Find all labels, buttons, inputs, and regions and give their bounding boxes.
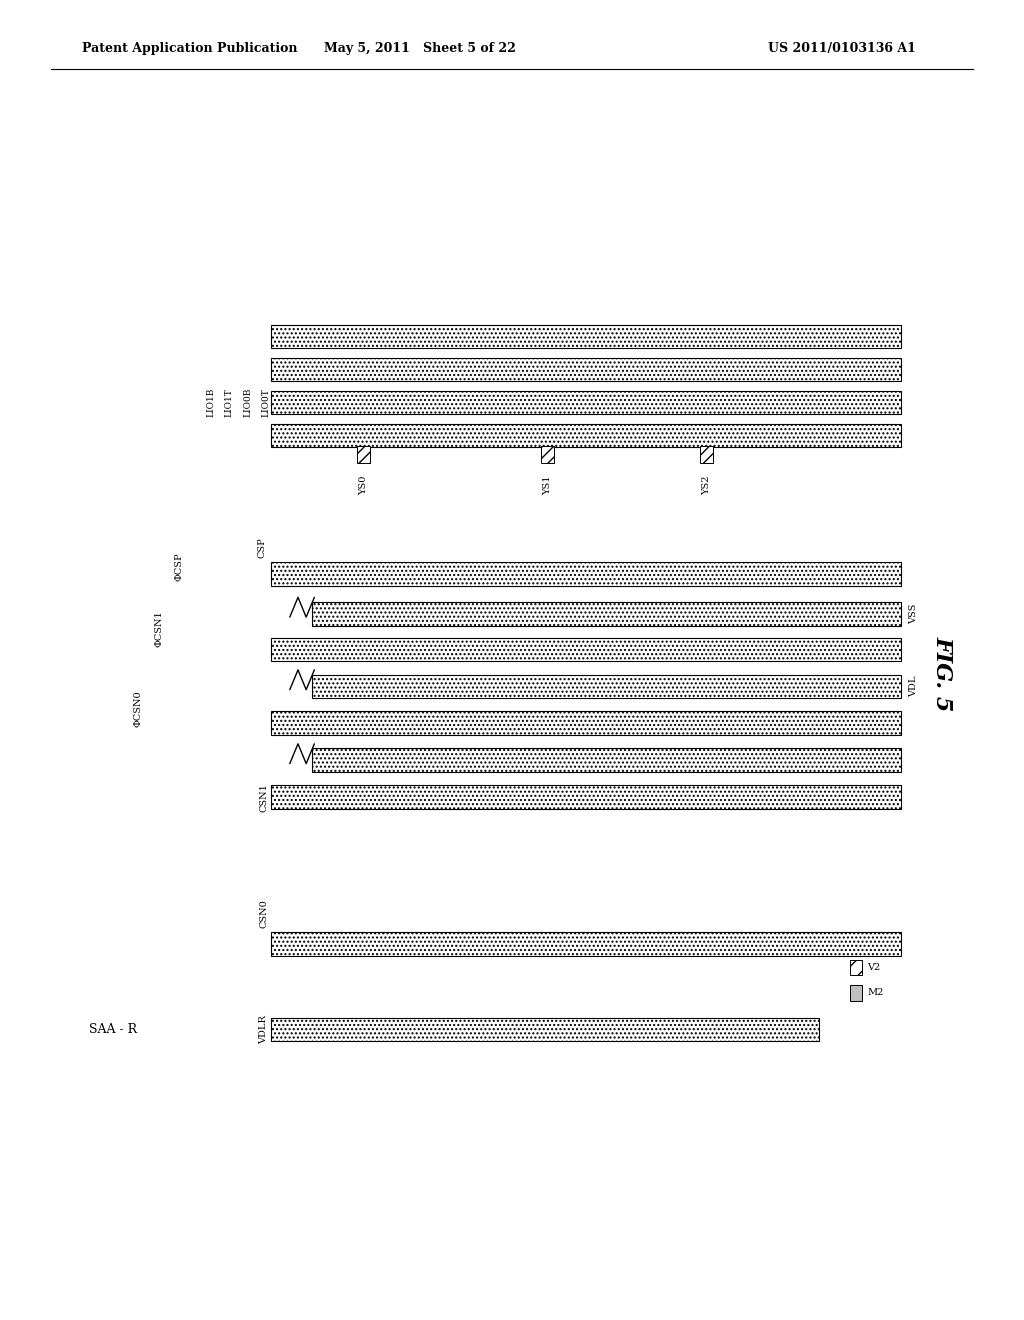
Bar (271, 638, 901, 661)
Text: LIO1B: LIO1B (207, 388, 215, 417)
Text: LIO0B: LIO0B (244, 388, 252, 417)
Bar (271, 711, 901, 735)
Text: ΦCSN0: ΦCSN0 (134, 690, 142, 727)
Bar (271, 932, 901, 956)
Bar (271, 785, 901, 809)
Bar (312, 748, 901, 772)
Text: CSN0: CSN0 (259, 899, 268, 928)
Bar (271, 325, 901, 348)
Bar (271, 391, 901, 414)
Text: CSP: CSP (257, 537, 266, 558)
Text: CSN1: CSN1 (259, 783, 268, 812)
Text: May 5, 2011   Sheet 5 of 22: May 5, 2011 Sheet 5 of 22 (324, 42, 516, 55)
Text: M2: M2 (867, 989, 884, 997)
Text: V2: V2 (867, 964, 881, 972)
Text: US 2011/0103136 A1: US 2011/0103136 A1 (768, 42, 915, 55)
Text: VDL: VDL (909, 676, 919, 697)
Bar (312, 675, 901, 698)
Text: FIG. 5: FIG. 5 (931, 635, 953, 711)
Bar (542, 446, 555, 463)
Text: SAA - R: SAA - R (89, 1023, 136, 1036)
Bar (271, 562, 901, 586)
Bar (356, 446, 371, 463)
Text: LIO0T: LIO0T (262, 388, 270, 417)
Text: ΦCSP: ΦCSP (175, 552, 183, 581)
Bar (850, 960, 862, 975)
Text: ΦCSN1: ΦCSN1 (155, 610, 163, 647)
Bar (850, 985, 862, 1001)
Text: LIO1T: LIO1T (225, 388, 233, 417)
Text: YS1: YS1 (544, 475, 552, 495)
Text: Patent Application Publication: Patent Application Publication (82, 42, 297, 55)
Text: VSS: VSS (909, 603, 919, 624)
Bar (271, 424, 901, 447)
Text: YS0: YS0 (359, 475, 368, 495)
Text: VDLR: VDLR (259, 1015, 268, 1044)
Text: YS2: YS2 (702, 475, 711, 495)
Bar (312, 602, 901, 626)
Bar (700, 446, 713, 463)
Bar (271, 1018, 819, 1041)
Bar (271, 358, 901, 381)
